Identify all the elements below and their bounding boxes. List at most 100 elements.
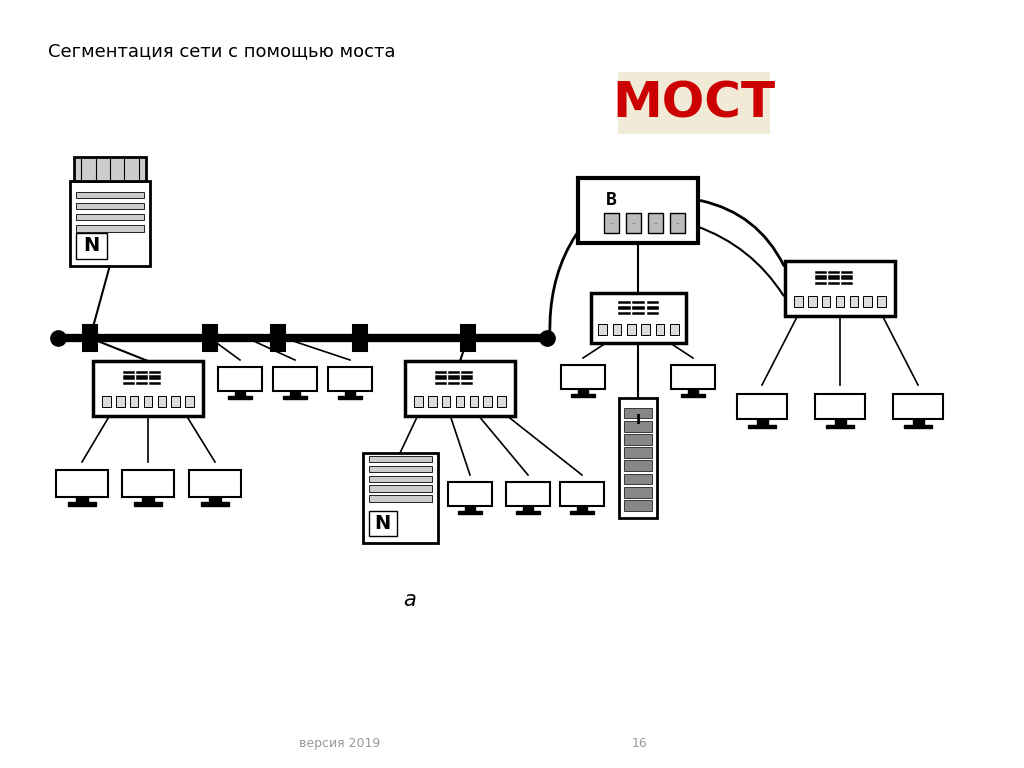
Bar bbox=[624, 474, 652, 485]
Bar bbox=[369, 511, 397, 536]
Bar bbox=[228, 396, 252, 399]
Bar bbox=[483, 396, 493, 407]
Bar bbox=[470, 396, 478, 407]
Text: I: I bbox=[636, 412, 641, 426]
Bar bbox=[369, 475, 431, 482]
Bar bbox=[456, 396, 465, 407]
Bar bbox=[271, 325, 285, 351]
Bar bbox=[688, 389, 697, 394]
Bar bbox=[561, 365, 605, 389]
Bar bbox=[203, 325, 217, 351]
Bar bbox=[624, 447, 652, 458]
Bar bbox=[116, 396, 125, 407]
Bar bbox=[570, 511, 594, 515]
Bar bbox=[283, 396, 307, 399]
Bar bbox=[70, 180, 150, 266]
Bar bbox=[578, 506, 587, 511]
Bar bbox=[369, 455, 431, 462]
Text: МОСТ: МОСТ bbox=[612, 79, 775, 127]
Bar bbox=[441, 396, 451, 407]
Text: а: а bbox=[403, 590, 417, 610]
Bar bbox=[273, 367, 317, 391]
Bar bbox=[523, 506, 532, 511]
Bar bbox=[850, 296, 858, 306]
Bar bbox=[626, 213, 641, 233]
Bar bbox=[77, 191, 143, 198]
Bar bbox=[458, 511, 482, 515]
Bar bbox=[130, 396, 138, 407]
FancyArrowPatch shape bbox=[695, 226, 783, 296]
Bar bbox=[498, 396, 506, 407]
Bar bbox=[815, 394, 865, 419]
Bar bbox=[560, 482, 604, 506]
Text: 16: 16 bbox=[632, 737, 648, 750]
Text: Сегментация сети с помощью моста: Сегментация сети с помощью моста bbox=[48, 42, 395, 60]
Bar bbox=[338, 396, 362, 399]
Bar bbox=[878, 296, 886, 306]
Bar bbox=[604, 213, 620, 233]
Bar bbox=[648, 213, 664, 233]
FancyArrowPatch shape bbox=[550, 180, 636, 335]
Bar bbox=[624, 408, 652, 419]
Bar bbox=[624, 421, 652, 432]
Bar bbox=[369, 485, 431, 492]
Bar bbox=[406, 360, 515, 415]
FancyArrowPatch shape bbox=[700, 200, 783, 266]
Bar bbox=[56, 470, 108, 497]
Text: B: B bbox=[606, 191, 617, 209]
Bar bbox=[369, 495, 431, 502]
Bar bbox=[83, 325, 97, 351]
Bar bbox=[624, 434, 652, 445]
Bar bbox=[77, 214, 143, 220]
Bar bbox=[93, 360, 203, 415]
Bar bbox=[670, 213, 685, 233]
Bar bbox=[904, 425, 932, 428]
Bar bbox=[134, 502, 162, 506]
Text: N: N bbox=[375, 514, 391, 533]
Bar bbox=[737, 394, 787, 419]
Bar bbox=[353, 325, 367, 351]
Bar bbox=[618, 72, 770, 134]
Text: версия 2019: версия 2019 bbox=[299, 737, 381, 750]
Bar bbox=[185, 396, 195, 407]
Bar bbox=[516, 511, 540, 515]
Bar bbox=[77, 225, 143, 231]
Bar bbox=[77, 233, 106, 259]
Bar bbox=[369, 465, 431, 472]
Bar bbox=[428, 396, 436, 407]
Bar bbox=[627, 324, 636, 335]
Bar bbox=[290, 391, 300, 396]
Bar bbox=[465, 506, 475, 511]
Bar bbox=[612, 324, 622, 335]
Bar bbox=[76, 497, 88, 502]
Bar bbox=[893, 394, 943, 419]
Bar bbox=[749, 425, 776, 428]
Bar bbox=[785, 260, 895, 316]
Bar bbox=[345, 391, 355, 396]
Bar bbox=[461, 325, 475, 351]
Bar bbox=[641, 324, 650, 335]
Bar bbox=[171, 396, 180, 407]
Text: ..: .. bbox=[676, 219, 680, 225]
Bar bbox=[826, 425, 854, 428]
Bar bbox=[821, 296, 830, 306]
Text: N: N bbox=[84, 237, 99, 256]
Bar bbox=[449, 482, 492, 506]
Bar bbox=[671, 365, 715, 389]
Bar bbox=[101, 396, 111, 407]
Bar bbox=[624, 487, 652, 498]
Bar bbox=[571, 394, 595, 397]
Bar bbox=[655, 324, 665, 335]
Bar bbox=[209, 497, 221, 502]
Bar bbox=[77, 203, 143, 210]
Bar bbox=[122, 470, 174, 497]
Bar bbox=[236, 391, 245, 396]
Bar bbox=[414, 396, 423, 407]
Bar bbox=[362, 453, 437, 543]
Bar bbox=[328, 367, 372, 391]
Bar bbox=[598, 324, 606, 335]
Bar bbox=[579, 389, 588, 394]
Bar bbox=[836, 296, 845, 306]
Bar bbox=[158, 396, 166, 407]
Bar bbox=[506, 482, 550, 506]
